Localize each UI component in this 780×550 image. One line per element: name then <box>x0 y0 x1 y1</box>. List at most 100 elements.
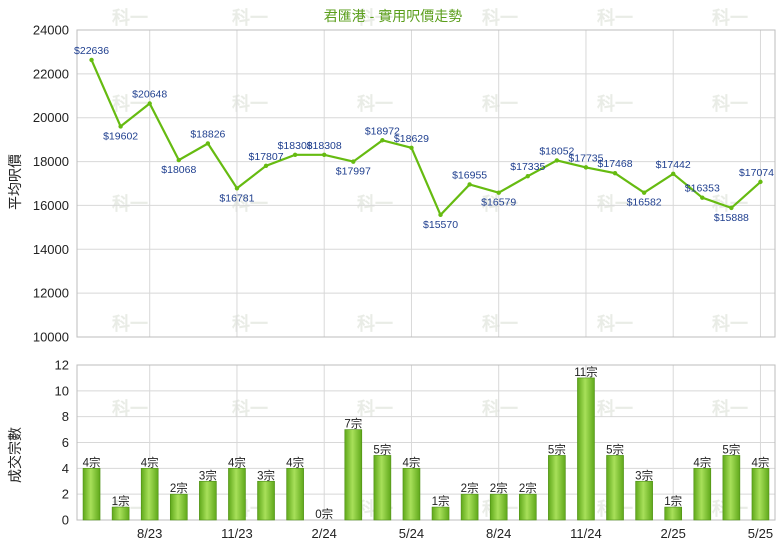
watermark-text: 科一 <box>357 93 393 114</box>
price-point <box>147 101 152 106</box>
count-tick-label: 8 <box>62 409 69 424</box>
price-data-label: $18308 <box>278 140 313 152</box>
price-data-label: $16955 <box>452 169 487 181</box>
count-tick-label: 0 <box>62 513 69 528</box>
price-data-label: $17468 <box>598 158 633 170</box>
watermark-text: 科一 <box>597 193 633 214</box>
watermark-text: 科一 <box>112 93 148 114</box>
price-tick-label: 14000 <box>33 242 69 257</box>
count-data-label: 5宗 <box>548 442 566 456</box>
watermark-text: 科一 <box>232 93 268 114</box>
price-point <box>438 212 443 218</box>
price-data-label: $19602 <box>103 130 138 142</box>
watermark-text: 科一 <box>482 398 518 419</box>
price-point <box>176 157 181 163</box>
count-data-label: 2宗 <box>170 481 188 495</box>
count-data-label: 4宗 <box>752 455 770 469</box>
count-bar <box>344 429 363 521</box>
count-bar <box>722 455 741 521</box>
price-data-label: $18052 <box>539 145 574 157</box>
count-plot-frame <box>76 364 776 521</box>
watermark-text: 科一 <box>357 313 393 334</box>
count-data-label: 3宗 <box>199 468 217 482</box>
watermark-text: 科一 <box>597 93 633 114</box>
price-data-label: $18068 <box>161 164 196 176</box>
count-data-label: 3宗 <box>257 468 275 482</box>
price-point <box>263 163 269 169</box>
count-bar <box>228 468 246 521</box>
count-data-label: 4宗 <box>228 455 246 469</box>
watermark-text: 科一 <box>482 7 518 28</box>
count-bar <box>286 468 304 521</box>
count-bar <box>140 468 159 521</box>
count-data-label: 11宗 <box>574 365 597 379</box>
price-data-label: $18826 <box>190 128 225 140</box>
count-data-label: 1宗 <box>664 494 682 508</box>
price-data-label: $16781 <box>219 192 254 204</box>
count-bar <box>257 480 275 521</box>
price-data-label: $17442 <box>656 159 691 171</box>
count-data-label: 4宗 <box>693 455 711 469</box>
price-point <box>292 152 298 158</box>
count-axis-title: 成交宗數 <box>7 427 23 483</box>
price-tick-label: 24000 <box>33 23 69 38</box>
count-data-label: 4宗 <box>286 455 304 469</box>
price-point <box>671 171 676 177</box>
chart-title: 君匯港 - 實用呎價走勢 <box>324 8 462 24</box>
price-point <box>700 195 705 200</box>
price-data-label: $17335 <box>510 161 545 173</box>
count-data-label: 5宗 <box>606 442 624 456</box>
count-bar <box>199 480 217 521</box>
price-axis-title: 平均呎價 <box>7 154 23 210</box>
count-data-label: 1宗 <box>432 494 450 508</box>
count-data-label: 7宗 <box>344 417 362 431</box>
count-panel: 0 2 4 6 8 10 12 8/23 11/23 2/24 5/24 8/24 11/24 2/25 5… <box>55 358 776 541</box>
watermark-text: 科一 <box>112 313 148 334</box>
price-tick-label: 18000 <box>33 154 69 169</box>
watermark-text: 科一 <box>597 313 633 334</box>
x-tick-label: 2/25 <box>661 526 686 541</box>
watermark-text: 科一 <box>712 193 748 214</box>
watermark-text: 科一 <box>357 398 393 419</box>
count-bar <box>402 468 421 521</box>
watermark-text: 科一 <box>712 93 748 114</box>
price-point <box>612 171 618 176</box>
price-panel: 10000 12000 14000 16000 18000 20000 22000 24000… <box>33 23 776 345</box>
x-tick-label: 11/23 <box>221 526 253 541</box>
count-tick-label: 10 <box>55 383 69 398</box>
price-series-line <box>90 59 762 217</box>
count-bar <box>635 480 653 521</box>
count-bar <box>518 493 537 521</box>
watermark-text: 科一 <box>232 193 268 214</box>
watermark-text: 科一 <box>232 313 268 334</box>
price-data-label: $15570 <box>423 219 458 231</box>
count-data-label: 2宗 <box>490 481 508 495</box>
price-tick-label: 22000 <box>33 66 69 81</box>
count-data-label: 4宗 <box>83 455 101 469</box>
price-tick-label: 16000 <box>33 198 69 213</box>
price-tick-label: 12000 <box>33 286 69 301</box>
price-data-label: $17807 <box>249 151 284 163</box>
watermark-text: 科一 <box>712 7 748 28</box>
x-tick-label: 5/24 <box>399 526 424 541</box>
x-tick-label: 11/24 <box>570 526 602 541</box>
price-data-label: $22636 <box>74 45 109 57</box>
count-bar <box>751 468 770 521</box>
x-tick-label: 5/25 <box>748 526 773 541</box>
price-data-label: $20648 <box>132 89 167 101</box>
price-data-label: $17074 <box>739 167 774 179</box>
price-point <box>758 179 763 185</box>
count-bar <box>577 377 595 521</box>
count-tick-label: 12 <box>55 358 69 373</box>
price-data-label: $16353 <box>685 183 720 195</box>
count-data-label: 4宗 <box>403 455 421 469</box>
count-bar <box>431 506 450 521</box>
watermark-text: 科一 <box>482 93 518 114</box>
watermark-text: 科一 <box>357 193 393 214</box>
count-data-label: 5宗 <box>373 442 391 456</box>
price-point <box>496 190 501 195</box>
count-bar <box>606 455 624 521</box>
count-data-label: 0宗 <box>315 507 333 521</box>
count-bar <box>664 506 683 521</box>
